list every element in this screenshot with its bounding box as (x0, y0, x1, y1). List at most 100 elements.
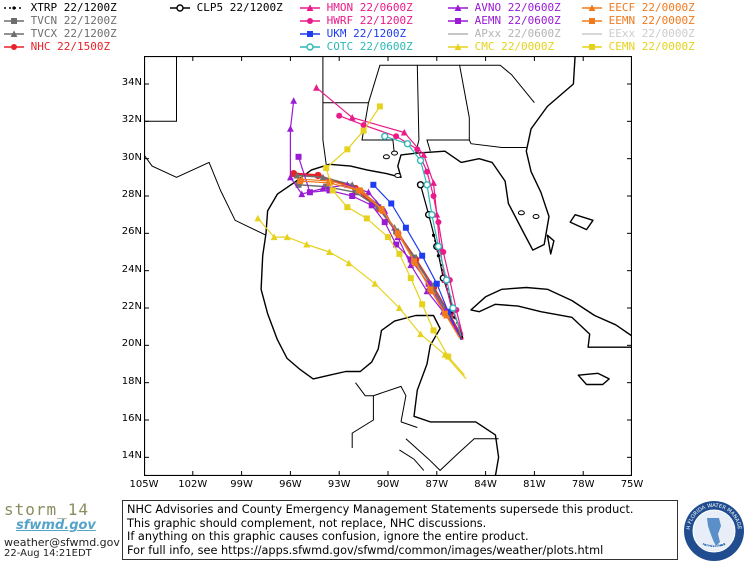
track-point (414, 146, 421, 153)
legend-entry: XTRP 22/1200Z (4, 2, 117, 14)
legend-label: COTC 22/0600Z (320, 40, 413, 53)
contact-email[interactable]: weather@sfwmd.gov (4, 536, 120, 549)
lon-tick-label: 99W (230, 479, 253, 490)
lat-tick-label: 14N (121, 450, 142, 462)
track-point (445, 353, 452, 360)
lat-tick-label: 32N (121, 114, 142, 126)
legend-swatch (4, 30, 24, 37)
legend-entry: AVNO 22/0600Z (448, 2, 561, 14)
legend-entry: COTC 22/0600Z (300, 41, 413, 53)
lon-tick-label: 75W (620, 479, 644, 490)
legend-label: UKM 22/1200Z (320, 27, 407, 40)
track-point (417, 330, 424, 338)
legend-swatch (448, 4, 468, 11)
legend-label: CLP5 22/1200Z (190, 1, 283, 14)
track-point (381, 132, 389, 140)
coastline (577, 372, 610, 386)
lon-tick-label: 96W (279, 479, 302, 490)
legend-marker (307, 31, 313, 37)
track-point (270, 233, 278, 241)
lon-tick-label: 87W (425, 479, 449, 490)
political-border (459, 64, 535, 104)
track-point (440, 249, 447, 255)
legend-marker (589, 44, 595, 50)
political-border (351, 395, 374, 448)
lon-tick-label: 90W (376, 479, 400, 490)
legend-label: CEMN 22/0000Z (602, 40, 695, 53)
track-point (329, 187, 336, 194)
track-point (297, 178, 304, 185)
track-point (434, 242, 443, 251)
track-nhc (290, 170, 464, 341)
track-point (430, 179, 437, 186)
legend-entry: TVCX 22/1200Z (4, 28, 117, 40)
track-point (345, 259, 353, 267)
svg-text:DISTRICT: DISTRICT (702, 542, 728, 551)
legend-label: TVCX 22/1200Z (24, 27, 117, 40)
track-point (378, 206, 385, 213)
legend-marker (455, 18, 461, 24)
track-point (411, 258, 418, 265)
track-point (370, 181, 377, 188)
disclaimer-box: NHC Advisories and County Emergency Mana… (122, 500, 678, 560)
lat-tick-label: 34N (121, 77, 142, 88)
legend-marker (11, 44, 17, 50)
track-point (425, 280, 432, 287)
track-line (257, 218, 467, 380)
track-point (416, 181, 425, 189)
legend-swatch (582, 18, 602, 24)
track-point (326, 179, 333, 186)
track-point (293, 171, 301, 179)
track-point (349, 193, 356, 199)
legend-label: HMON 22/0600Z (320, 1, 413, 14)
lon-tick-label: 84W (474, 479, 497, 490)
legend-entry: CMC 22/0000Z (448, 41, 554, 53)
track-point (360, 122, 367, 129)
lat-tick-label: 24N (121, 263, 142, 275)
legend-entry: TVCN 22/1200Z (4, 15, 117, 27)
lake-outline (391, 150, 399, 156)
track-point (435, 219, 442, 226)
agency-link[interactable]: sfwmd.gov (16, 518, 96, 533)
lat-tick-label: 30N (121, 151, 142, 163)
track-point (283, 233, 291, 241)
track-point (419, 252, 426, 259)
track-point (363, 215, 370, 222)
track-point (344, 146, 351, 153)
political-border (468, 139, 527, 148)
political-border (355, 382, 407, 422)
track-point (402, 224, 409, 231)
track-cmc (254, 214, 467, 380)
track-ukm (370, 181, 462, 340)
lon-tick-label: 105W (129, 479, 159, 490)
legend-entry: HWRF 22/1200Z (300, 15, 413, 27)
disclaimer-line: For full info, see https://apps.sfwmd.go… (127, 543, 604, 557)
legend-marker (454, 4, 462, 11)
legend-label: EEMN 22/0000Z (602, 14, 695, 27)
lake-outline (532, 214, 540, 220)
track-point (407, 256, 414, 263)
political-border (322, 56, 327, 165)
track-point (323, 183, 330, 190)
track-point (295, 153, 302, 160)
coastline (144, 56, 576, 476)
track-point (287, 173, 294, 181)
legend-label: TVCN 22/1200Z (24, 14, 117, 27)
legend-swatch (300, 43, 320, 51)
legend-entry: CEMN 22/0000Z (582, 41, 695, 53)
legend-marker (454, 43, 462, 50)
sfwmd-seal-logo: SOUTH FLORIDA WATER MANAGEMENT DISTRICT (683, 500, 744, 561)
legend: XTRP 22/1200Z TVCN 22/1200Z TVCX 22/1200… (0, 0, 750, 56)
disclaimer-line: This graphic should complement, not repl… (127, 516, 487, 530)
track-point (420, 151, 428, 158)
legend-label: APxx 22/0600Z (468, 27, 561, 40)
legend-marker (306, 43, 314, 51)
legend-entry: APxx 22/0600Z (448, 28, 561, 40)
track-point (430, 327, 437, 334)
track-point (376, 103, 383, 110)
political-border (405, 438, 499, 472)
track-point (400, 128, 408, 136)
legend-swatch (448, 18, 468, 24)
track-eemn (297, 178, 461, 339)
track-point (381, 219, 388, 226)
